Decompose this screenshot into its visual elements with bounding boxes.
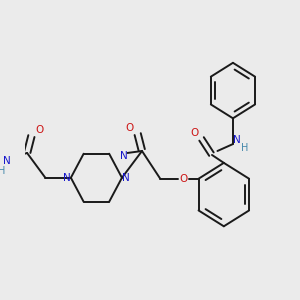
- Text: N: N: [122, 173, 130, 183]
- Text: O: O: [190, 128, 199, 138]
- Text: O: O: [179, 174, 187, 184]
- Text: O: O: [36, 125, 44, 135]
- Text: N: N: [63, 173, 71, 183]
- Text: H: H: [241, 143, 248, 153]
- Text: H: H: [0, 166, 5, 176]
- Text: N: N: [233, 135, 241, 145]
- Text: N: N: [120, 151, 127, 161]
- Text: O: O: [125, 123, 134, 133]
- Text: N: N: [3, 156, 11, 166]
